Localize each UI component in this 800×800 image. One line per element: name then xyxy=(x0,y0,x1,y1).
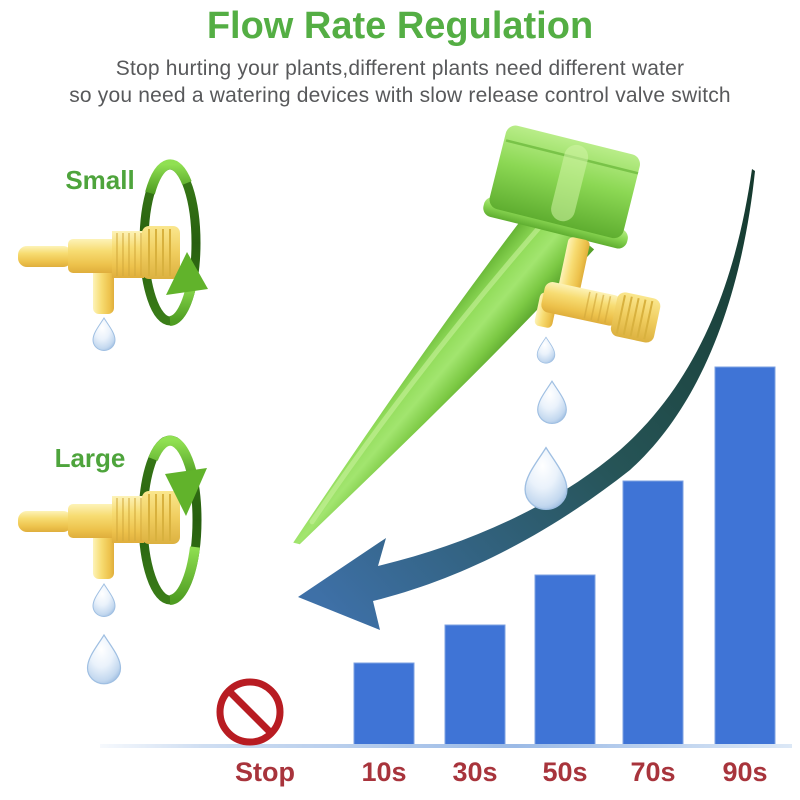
bar-90s xyxy=(714,366,776,747)
rotate-loosen-ring-arrow-icon xyxy=(148,435,198,480)
bar-50s xyxy=(534,574,596,747)
page-title: Flow Rate Regulation xyxy=(206,5,594,47)
chart-baseline xyxy=(100,744,792,748)
large-valve-illustration xyxy=(17,490,181,580)
spike-valve xyxy=(534,237,661,343)
subtitle-line-2: so you need a watering devices with slow… xyxy=(69,84,731,107)
cone-highlight xyxy=(309,220,546,525)
axis-label-30s: 30s xyxy=(452,757,498,787)
bar-chart xyxy=(353,366,776,747)
subtitle-line-1: Stop hurting your plants,different plant… xyxy=(115,57,685,80)
water-drop-icon xyxy=(92,583,116,617)
water-drop-icon xyxy=(86,634,122,685)
rotate-loosen-ring-arrow-icon xyxy=(169,546,200,605)
spike-cap xyxy=(483,125,640,249)
bar-70s xyxy=(622,480,684,747)
large-flow-label: Large xyxy=(54,443,126,473)
axis-label-70s: 70s xyxy=(630,757,676,787)
bar-10s xyxy=(353,662,415,747)
watering-spike-illustration xyxy=(293,125,640,545)
axis-label-stop: Stop xyxy=(235,757,295,787)
rotate-tighten-ring-arrow-icon xyxy=(145,159,192,195)
rotate-down-arrowhead-icon xyxy=(165,468,207,516)
water-drop-icon xyxy=(537,380,567,425)
axis-label-90s: 90s xyxy=(722,757,768,787)
small-flow-label: Small xyxy=(65,165,135,195)
water-drop-icon xyxy=(524,446,568,511)
curved-decrease-arrow-icon xyxy=(298,169,755,630)
axis-label-10s: 10s xyxy=(361,757,407,787)
water-drop-icon xyxy=(536,336,556,364)
bar-30s xyxy=(444,624,506,747)
spike-cone xyxy=(293,200,595,545)
water-drop-icon xyxy=(92,317,116,351)
axis-label-50s: 50s xyxy=(542,757,588,787)
rotate-up-arrowhead-icon xyxy=(166,252,208,295)
no-drip-prohibition-icon xyxy=(216,678,284,746)
